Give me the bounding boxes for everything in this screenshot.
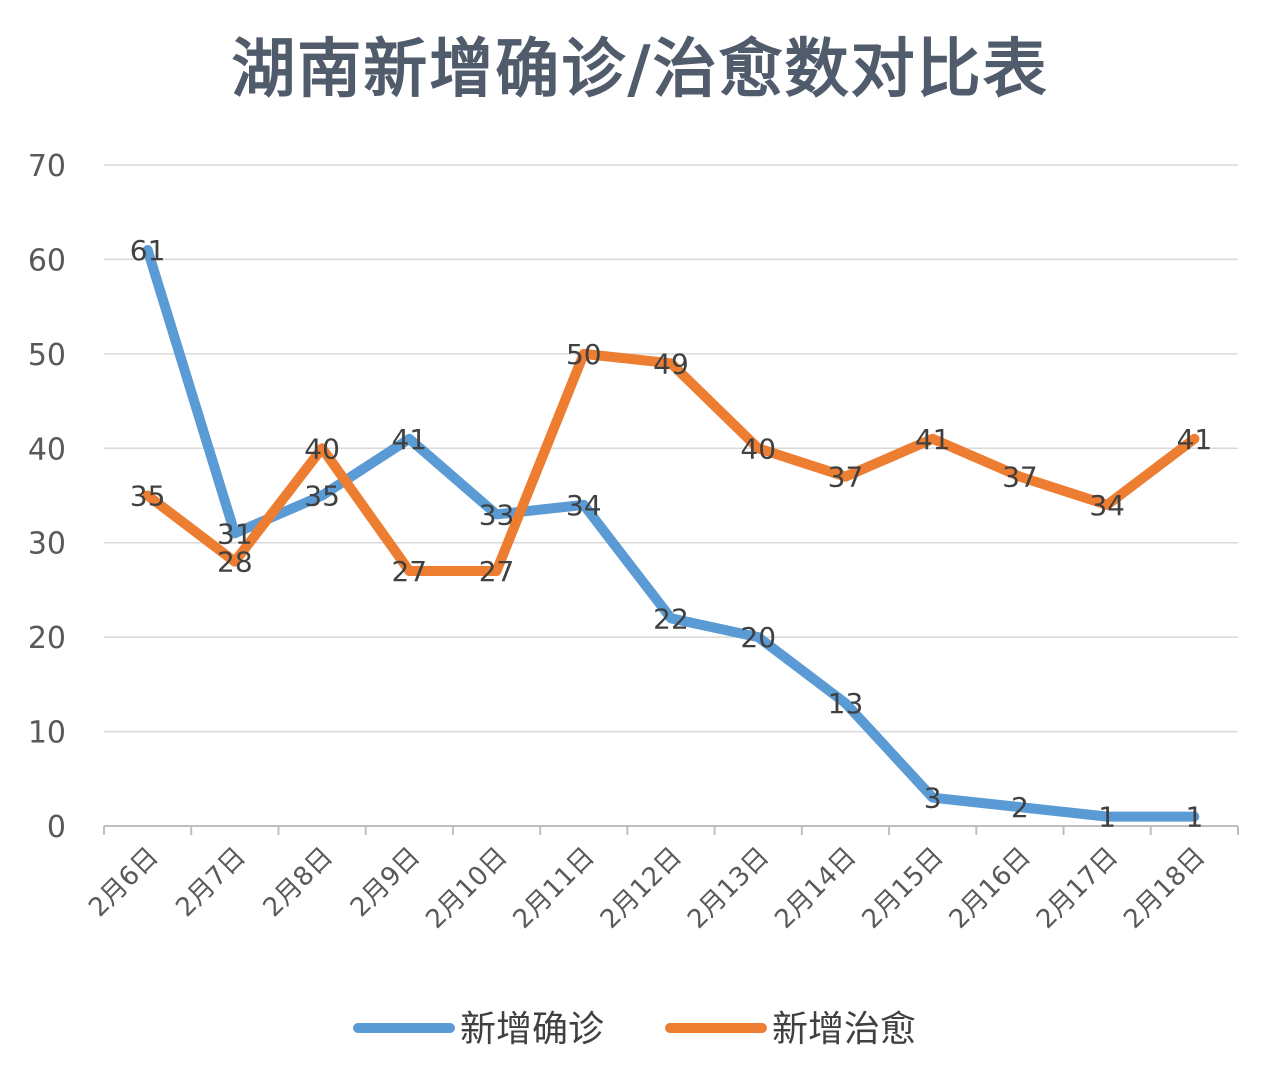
data-label: 41	[391, 423, 427, 456]
data-label: 40	[740, 432, 776, 465]
data-label: 37	[828, 461, 864, 494]
legend-label: 新增治愈	[772, 1009, 916, 1050]
data-label: 27	[391, 555, 427, 588]
data-label: 1	[1185, 801, 1203, 834]
data-label: 37	[1002, 461, 1038, 494]
y-tick-label: 30	[28, 527, 66, 562]
y-tick-label: 50	[28, 338, 66, 373]
y-tick-label: 60	[28, 243, 66, 278]
x-tick-label: 2月17日	[1031, 842, 1124, 935]
legend: 新增确诊 新增治愈	[353, 1009, 916, 1050]
x-tick-label: 2月8日	[258, 842, 339, 923]
y-tick-label: 0	[47, 810, 66, 845]
x-tick-label: 2月11日	[508, 842, 601, 935]
data-label: 1	[1098, 801, 1116, 834]
data-label: 34	[1089, 489, 1125, 522]
data-label: 49	[653, 347, 689, 380]
y-tick-label: 40	[28, 432, 66, 467]
x-tick-label: 2月18日	[1118, 842, 1211, 935]
data-label: 3	[924, 782, 942, 815]
y-tick-label: 10	[28, 716, 66, 751]
data-label: 50	[566, 338, 602, 371]
series-lines	[142, 245, 1200, 822]
data-label: 35	[130, 480, 166, 513]
data-labels: 61 31 35 41 33 34 22 20 13 3 2 1 1 35 28 40 27 27 50 49 40 37…	[130, 234, 1212, 834]
data-label: 35	[304, 480, 340, 513]
series-line-1	[142, 245, 1200, 822]
data-label: 40	[304, 432, 340, 465]
data-label: 41	[1177, 423, 1213, 456]
x-tick-label: 2月7日	[170, 842, 251, 923]
data-label: 33	[479, 498, 515, 531]
gridlines	[104, 164, 1238, 733]
y-axis-ticks: 0 10 20 30 40 50 60 70	[28, 149, 66, 845]
data-label: 61	[130, 234, 166, 267]
x-tick-label: 2月10日	[420, 842, 513, 935]
legend-label: 新增确诊	[460, 1009, 604, 1050]
data-label: 22	[653, 602, 689, 635]
data-label: 27	[479, 555, 515, 588]
data-label: 2	[1011, 791, 1029, 824]
x-tick-label: 2月13日	[682, 842, 775, 935]
chart-title: 湖南新增确诊/治愈数对比表	[231, 33, 1049, 107]
x-tick-label: 2月14日	[769, 842, 862, 935]
x-axis: 2月6日 2月7日 2月8日 2月9日2月10日2月11日2月12日2月13日2月14…	[83, 825, 1239, 935]
y-tick-label: 70	[28, 149, 66, 184]
x-tick-label: 2月9日	[345, 842, 426, 923]
x-tick-label: 2月15日	[857, 842, 950, 935]
data-label: 31	[217, 517, 253, 550]
data-label: 20	[740, 621, 776, 654]
x-tick-label: 2月6日	[83, 842, 164, 923]
data-label: 13	[828, 687, 864, 720]
x-tick-label: 2月16日	[944, 842, 1037, 935]
data-label: 28	[217, 546, 253, 579]
data-label: 41	[915, 423, 951, 456]
data-label: 34	[566, 489, 602, 522]
x-tick-label: 2月12日	[595, 842, 688, 935]
y-tick-label: 20	[28, 621, 66, 656]
series-line-2	[142, 348, 1200, 576]
